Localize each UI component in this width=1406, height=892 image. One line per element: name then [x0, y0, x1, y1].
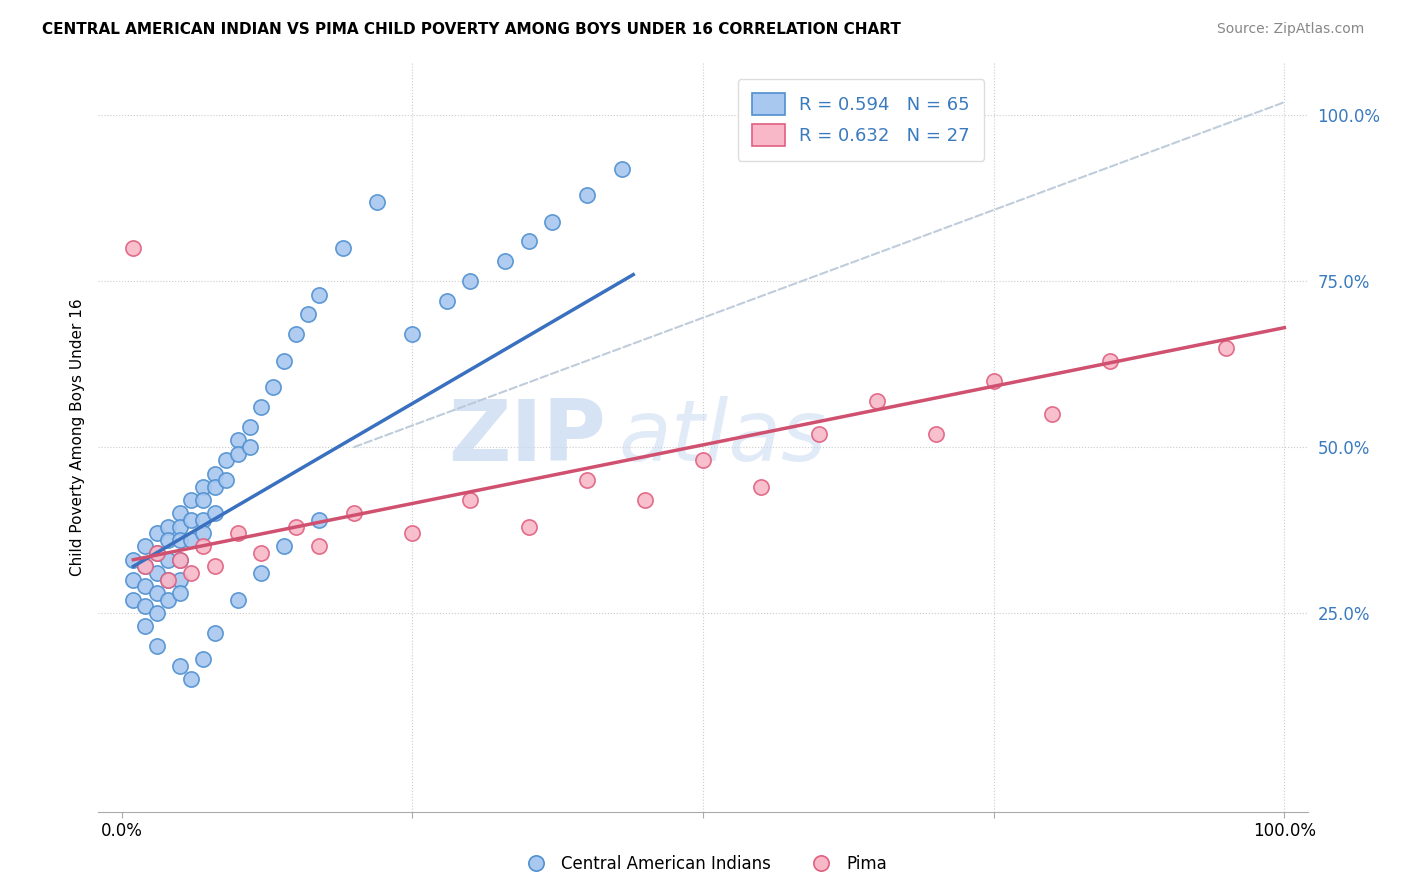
Point: [180, 566, 202, 580]
Point: [169, 658, 191, 673]
Point: [145, 546, 167, 560]
Point: [122, 592, 145, 607]
Point: [215, 473, 238, 487]
Point: [239, 440, 262, 454]
Point: [191, 480, 214, 494]
Point: [145, 526, 167, 541]
Point: [169, 586, 191, 600]
Point: [191, 540, 214, 554]
Point: [273, 540, 295, 554]
Point: [226, 434, 249, 448]
Text: ZIP: ZIP: [449, 395, 606, 479]
Point: [134, 619, 156, 633]
Point: [204, 625, 226, 640]
Point: [297, 307, 319, 321]
Point: [285, 519, 308, 533]
Point: [191, 526, 214, 541]
Point: [157, 519, 180, 533]
Point: [122, 241, 145, 255]
Point: [401, 526, 423, 541]
Point: [285, 327, 308, 342]
Point: [273, 354, 295, 368]
Point: [1040, 407, 1063, 421]
Point: [191, 652, 214, 666]
Point: [308, 513, 330, 527]
Point: [517, 235, 540, 249]
Point: [157, 592, 180, 607]
Point: [169, 519, 191, 533]
Point: [180, 513, 202, 527]
Point: [145, 566, 167, 580]
Point: [343, 506, 366, 520]
Point: [262, 380, 284, 394]
Point: [540, 214, 562, 228]
Point: [180, 672, 202, 686]
Point: [460, 274, 482, 288]
Point: [634, 493, 657, 508]
Point: [215, 453, 238, 467]
Point: [169, 553, 191, 567]
Point: [169, 573, 191, 587]
Point: [924, 426, 946, 441]
Point: [145, 606, 167, 620]
Point: [226, 447, 249, 461]
Point: [401, 327, 423, 342]
Point: [145, 546, 167, 560]
Point: [134, 540, 156, 554]
Point: [157, 573, 180, 587]
Point: [366, 194, 388, 209]
Point: [1215, 341, 1237, 355]
Point: [575, 473, 598, 487]
Point: [610, 161, 633, 176]
Text: Source: ZipAtlas.com: Source: ZipAtlas.com: [1216, 22, 1364, 37]
Point: [191, 493, 214, 508]
Point: [169, 533, 191, 547]
Point: [204, 506, 226, 520]
Point: [866, 393, 889, 408]
Point: [250, 546, 273, 560]
Point: [749, 480, 772, 494]
Point: [575, 188, 598, 202]
Point: [250, 566, 273, 580]
Point: [983, 374, 1005, 388]
Point: [692, 453, 714, 467]
Point: [145, 586, 167, 600]
Point: [308, 540, 330, 554]
Point: [169, 553, 191, 567]
Legend: R = 0.594   N = 65, R = 0.632   N = 27: R = 0.594 N = 65, R = 0.632 N = 27: [738, 79, 984, 161]
Point: [494, 254, 516, 268]
Point: [180, 493, 202, 508]
Point: [226, 592, 249, 607]
Point: [460, 493, 482, 508]
Point: [157, 553, 180, 567]
Point: [134, 579, 156, 593]
Point: [308, 287, 330, 301]
Point: [191, 513, 214, 527]
Y-axis label: Child Poverty Among Boys Under 16: Child Poverty Among Boys Under 16: [69, 298, 84, 576]
Point: [157, 573, 180, 587]
Point: [226, 526, 249, 541]
Point: [145, 639, 167, 653]
Point: [204, 480, 226, 494]
Point: [250, 401, 273, 415]
Point: [204, 467, 226, 481]
Text: atlas: atlas: [619, 395, 827, 479]
Point: [239, 420, 262, 434]
Point: [180, 533, 202, 547]
Text: CENTRAL AMERICAN INDIAN VS PIMA CHILD POVERTY AMONG BOYS UNDER 16 CORRELATION CH: CENTRAL AMERICAN INDIAN VS PIMA CHILD PO…: [42, 22, 901, 37]
Point: [134, 559, 156, 574]
Point: [134, 559, 156, 574]
Point: [169, 506, 191, 520]
Point: [332, 241, 354, 255]
Point: [808, 426, 831, 441]
Point: [517, 519, 540, 533]
Point: [134, 599, 156, 614]
Point: [1098, 354, 1121, 368]
Point: [436, 294, 458, 309]
Point: [122, 553, 145, 567]
Point: [204, 559, 226, 574]
Legend: Central American Indians, Pima: Central American Indians, Pima: [513, 848, 893, 880]
Point: [122, 573, 145, 587]
Point: [157, 533, 180, 547]
